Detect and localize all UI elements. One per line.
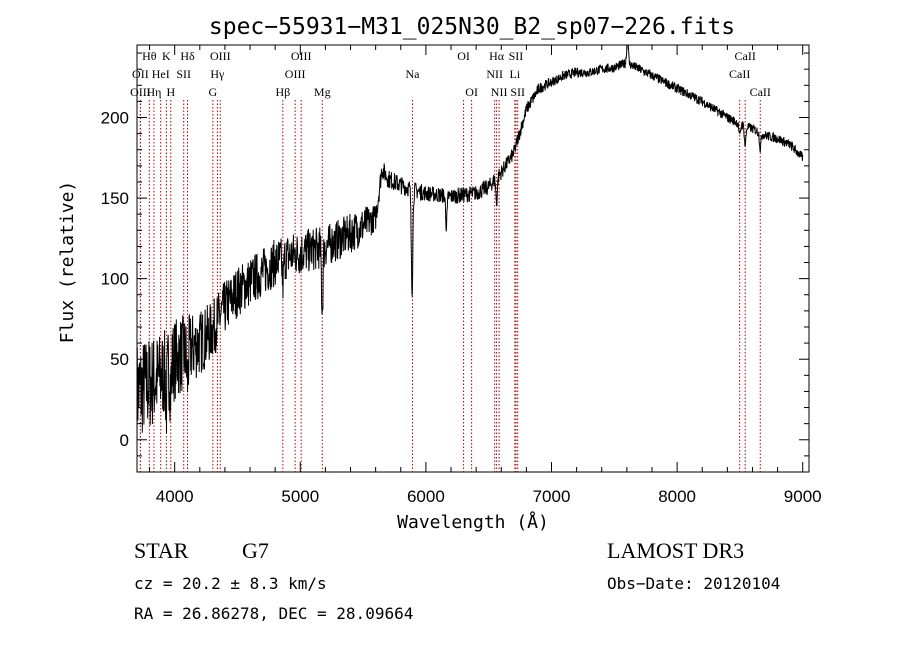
spectral-line-label: CaII bbox=[735, 49, 756, 63]
y-axis: 0 50 100 150 200 bbox=[101, 52, 809, 457]
spectral-line-label: NII bbox=[486, 67, 503, 81]
spectral-line-label: CaII bbox=[750, 85, 771, 99]
x-tick-label: 9000 bbox=[784, 487, 822, 506]
x-tick-label: 6000 bbox=[407, 487, 445, 506]
y-tick-label: 150 bbox=[101, 189, 129, 208]
spectral-line-label: Li bbox=[509, 67, 520, 81]
data-release: LAMOST DR3 bbox=[607, 538, 744, 563]
x-tick-label: 5000 bbox=[281, 487, 319, 506]
spectral-line-label: Hη bbox=[146, 85, 161, 99]
spectral-line-label: Hγ bbox=[210, 67, 225, 81]
spectral-line-label: OI bbox=[465, 85, 478, 99]
spectral-line-label: Hα bbox=[489, 49, 505, 63]
spectral-line-label: K bbox=[162, 49, 171, 63]
spectral-line-label: SII bbox=[176, 67, 191, 81]
flux-series-line bbox=[136, 44, 804, 444]
spectral-line-label: CaII bbox=[729, 67, 750, 81]
spectral-line-label: OIII bbox=[130, 85, 151, 99]
spectral-line-label: OI bbox=[457, 49, 470, 63]
spectral-line-label: Mg bbox=[314, 85, 331, 99]
spectral-line-label: Hβ bbox=[275, 85, 290, 99]
spectral-line-label: G bbox=[209, 85, 218, 99]
y-tick-label: 50 bbox=[110, 350, 129, 369]
chart-title: spec−55931−M31_025N30_B2_sp07−226.fits bbox=[209, 14, 735, 40]
x-tick-label: 8000 bbox=[658, 487, 696, 506]
spectral-line-label: Hθ bbox=[142, 49, 157, 63]
x-tick-label: 4000 bbox=[156, 487, 194, 506]
spectral-line-label: OII bbox=[132, 67, 149, 81]
x-axis: 4000 5000 6000 7000 8000 9000 bbox=[149, 45, 822, 506]
spectral-line-label: Hδ bbox=[180, 49, 195, 63]
obs-date: Obs−Date: 20120104 bbox=[607, 574, 780, 593]
spectral-line-label: Na bbox=[405, 67, 420, 81]
redshift-text: cz = 20.2 ± 8.3 km/s bbox=[134, 574, 327, 593]
x-axis-label: Wavelength (Å) bbox=[397, 511, 549, 533]
spectral-line-label: OIII bbox=[291, 49, 312, 63]
spectral-line-label: SII bbox=[509, 49, 524, 63]
y-tick-label: 200 bbox=[101, 109, 129, 128]
spectral-line-label: H bbox=[166, 85, 175, 99]
object-class: STAR bbox=[134, 538, 189, 563]
spectral-line-label: OIII bbox=[210, 49, 231, 63]
plot-frame bbox=[136, 44, 810, 473]
spectral-line-label: NII bbox=[491, 85, 508, 99]
x-tick-label: 7000 bbox=[533, 487, 571, 506]
spectral-line-label: SII bbox=[510, 85, 525, 99]
y-tick-label: 100 bbox=[101, 270, 129, 289]
spectral-line-label: HeI bbox=[152, 67, 170, 81]
object-subclass: G7 bbox=[242, 538, 269, 563]
y-tick-label: 0 bbox=[120, 431, 129, 450]
spectral-line-label: OIII bbox=[285, 67, 306, 81]
coordinates-text: RA = 26.86278, DEC = 28.09664 bbox=[134, 604, 413, 623]
y-axis-label: Flux (relative) bbox=[57, 181, 78, 344]
